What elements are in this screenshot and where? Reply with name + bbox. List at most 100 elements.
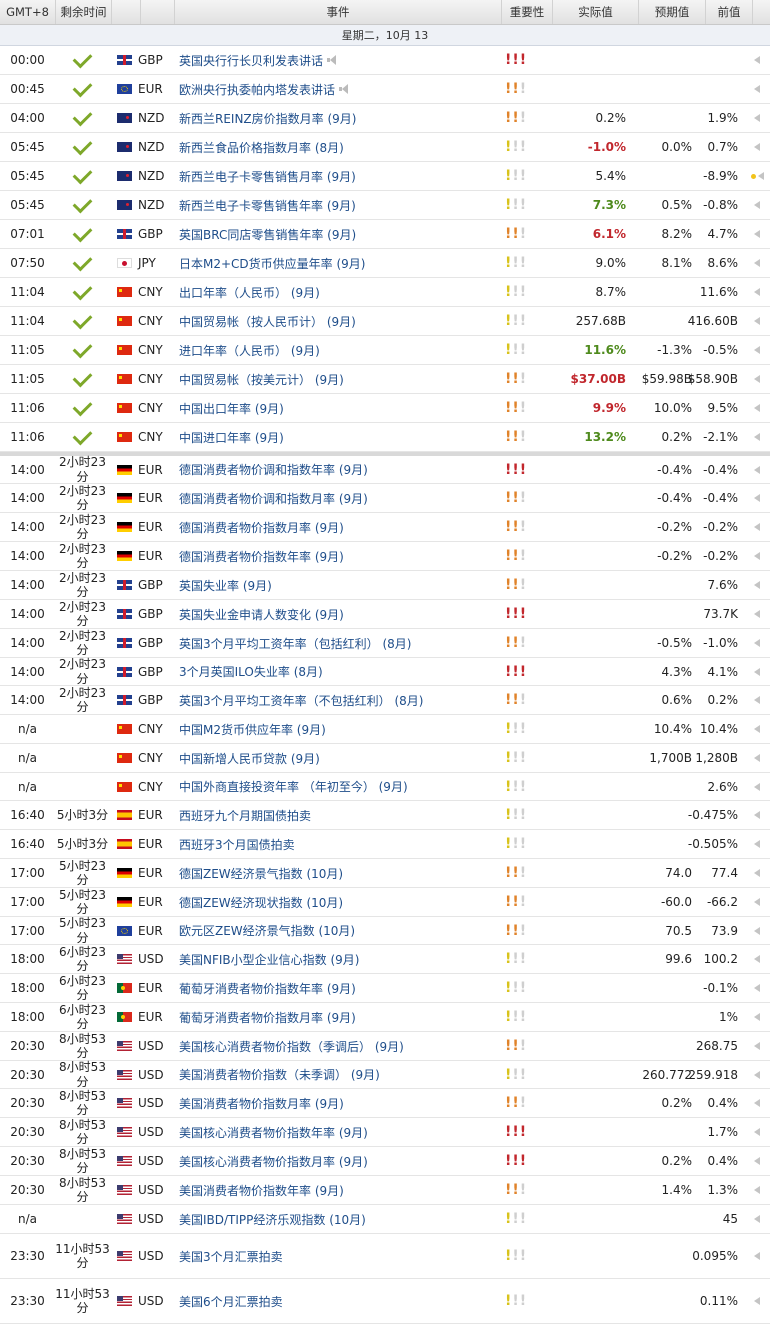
expand-arrow-icon[interactable] — [754, 317, 760, 325]
event-name[interactable]: 中国进口年率 (9月) — [171, 423, 497, 451]
table-row[interactable]: 23:30 11小时53分 USD 美国3个月汇票拍卖!!! 0.095% — [0, 1234, 770, 1279]
expand-arrow-icon[interactable] — [754, 404, 760, 412]
table-row[interactable]: 11:04 CNY 中国贸易帐（按人民币计） (9月)!!! 257.68B 416.6… — [0, 307, 770, 336]
expand-arrow-icon[interactable] — [754, 375, 760, 383]
expand-arrow-icon[interactable] — [754, 811, 760, 819]
alert-cell[interactable] — [744, 513, 770, 541]
event-name[interactable]: 德国消费者物价指数月率 (9月) — [171, 513, 497, 541]
table-row[interactable]: 11:06 CNY 中国进口年率 (9月)!!! 13.2% 0.2% -2.1% — [0, 423, 770, 452]
event-link[interactable]: 英国央行行长贝利发表讲话 — [179, 53, 324, 68]
alert-cell[interactable] — [744, 456, 770, 483]
event-link[interactable]: 德国消费者物价调和指数年率 (9月) — [179, 463, 368, 477]
event-name[interactable]: 欧洲央行执委帕内塔发表讲话 — [171, 75, 497, 103]
event-name[interactable]: 美国消费者物价指数（未季调） (9月) — [171, 1061, 497, 1088]
event-name[interactable]: 进口年率（人民币） (9月) — [171, 336, 497, 364]
event-name[interactable]: 英国央行行长贝利发表讲话 — [171, 46, 497, 74]
table-row[interactable]: n/a USD 美国IBD/TIPP经济乐观指数 (10月)!!! 45 — [0, 1205, 770, 1234]
event-name[interactable]: 新西兰REINZ房价指数月率 (9月) — [171, 104, 497, 132]
expand-arrow-icon[interactable] — [754, 926, 760, 935]
table-row[interactable]: 17:00 5小时23分 EUR 欧元区ZEW经济景气指数 (10月)!!! 70.5 7… — [0, 916, 770, 945]
event-link[interactable]: 英国BRC同店零售销售年率 (9月) — [179, 227, 357, 242]
event-name[interactable]: 新西兰电子卡零售销售月率 (9月) — [171, 162, 497, 190]
alert-cell[interactable] — [744, 744, 770, 772]
table-row[interactable]: 17:00 5小时23分 EUR 德国ZEW经济景气指数 (10月)!!! 74.0 77… — [0, 859, 770, 888]
expand-arrow-icon[interactable] — [754, 230, 760, 238]
expand-arrow-icon[interactable] — [754, 725, 760, 733]
table-row[interactable]: 14:00 2小时23分 GBP 英国失业率 (9月)!!! 7.6% — [0, 571, 770, 600]
table-row[interactable]: n/a CNY 中国新增人民币贷款 (9月)!!! 1,700B 1,280B — [0, 744, 770, 773]
event-name[interactable]: 美国IBD/TIPP经济乐观指数 (10月) — [171, 1205, 497, 1233]
event-name[interactable]: 中国出口年率 (9月) — [171, 394, 497, 422]
event-link[interactable]: 中国外商直接投资年率 （年初至今） (9月) — [179, 780, 408, 794]
event-name[interactable]: 中国贸易帐（按美元计） (9月) — [171, 365, 497, 393]
alert-cell[interactable] — [744, 104, 770, 132]
alert-cell[interactable] — [744, 46, 770, 74]
expand-arrow-icon[interactable] — [754, 869, 760, 877]
expand-arrow-icon[interactable] — [754, 1297, 760, 1305]
table-row[interactable]: 05:45 NZD 新西兰食品价格指数月率 (8月)!!! -1.0% 0.0% 0.7% — [0, 133, 770, 162]
table-row[interactable]: n/a CNY 中国M2货币供应年率 (9月)!!! 10.4% 10.4% — [0, 715, 770, 744]
event-link[interactable]: 进口年率（人民币） (9月) — [179, 343, 320, 358]
expand-arrow-icon[interactable] — [754, 1157, 760, 1165]
table-row[interactable]: 14:00 2小时23分 GBP 英国失业金申请人数变化 (9月)!!! 73.7K — [0, 600, 770, 629]
expand-arrow-icon[interactable] — [754, 782, 760, 791]
event-name[interactable]: 西班牙九个月期国债拍卖 — [171, 801, 497, 829]
alert-cell[interactable] — [744, 1234, 770, 1278]
event-link[interactable]: 德国消费者物价指数月率 (9月) — [179, 520, 344, 535]
alert-cell[interactable] — [744, 249, 770, 277]
event-link[interactable]: 美国消费者物价指数月率 (9月) — [179, 1096, 344, 1111]
event-link[interactable]: 美国消费者物价指数年率 (9月) — [179, 1183, 344, 1198]
event-link[interactable]: 德国消费者物价指数年率 (9月) — [179, 549, 344, 564]
expand-arrow-icon[interactable] — [754, 85, 760, 93]
alert-cell[interactable] — [744, 278, 770, 306]
header-timezone[interactable]: GMT+8 — [0, 0, 56, 24]
table-row[interactable]: 00:45 EUR 欧洲央行执委帕内塔发表讲话!!! — [0, 75, 770, 104]
event-name[interactable]: 新西兰食品价格指数月率 (8月) — [171, 133, 497, 161]
event-name[interactable]: 美国3个月汇票拍卖 — [171, 1234, 497, 1278]
event-link[interactable]: 美国NFIB小型企业信心指数 (9月) — [179, 952, 360, 967]
expand-arrow-icon[interactable] — [754, 143, 760, 151]
expand-arrow-icon[interactable] — [754, 259, 760, 267]
expand-arrow-icon[interactable] — [754, 696, 760, 704]
event-name[interactable]: 德国消费者物价指数年率 (9月) — [171, 542, 497, 570]
event-link[interactable]: 西班牙九个月期国债拍卖 — [179, 808, 312, 823]
expand-arrow-icon[interactable] — [754, 523, 760, 531]
alert-cell[interactable] — [744, 974, 770, 1002]
event-name[interactable]: 美国核心消费者物价指数（季调后） (9月) — [171, 1032, 497, 1060]
event-link[interactable]: 欧元区ZEW经济景气指数 (10月) — [179, 924, 356, 938]
table-row[interactable]: n/a CNY 中国外商直接投资年率 （年初至今） (9月)!!! 2.6% — [0, 773, 770, 801]
event-link[interactable]: 新西兰电子卡零售销售年率 (9月) — [179, 198, 356, 213]
alert-cell[interactable] — [744, 484, 770, 512]
event-link[interactable]: 新西兰REINZ房价指数月率 (9月) — [179, 111, 357, 126]
alert-cell[interactable] — [744, 133, 770, 161]
event-link[interactable]: 欧洲央行执委帕内塔发表讲话 — [179, 82, 336, 97]
table-row[interactable]: 20:30 8小时53分 USD 美国消费者物价指数月率 (9月)!!! 0.2% 0.4… — [0, 1089, 770, 1118]
event-name[interactable]: 美国核心消费者物价指数月率 (9月) — [171, 1147, 497, 1175]
table-row[interactable]: 05:45 NZD 新西兰电子卡零售销售月率 (9月)!!! 5.4% -8.9% — [0, 162, 770, 191]
expand-arrow-icon[interactable] — [754, 494, 760, 502]
event-name[interactable]: 英国BRC同店零售销售年率 (9月) — [171, 220, 497, 248]
alert-cell[interactable] — [744, 1003, 770, 1031]
table-row[interactable]: 20:30 8小时53分 USD 美国核心消费者物价指数年率 (9月)!!! 1.7% — [0, 1118, 770, 1147]
event-name[interactable]: 中国M2货币供应年率 (9月) — [171, 715, 497, 743]
event-link[interactable]: 美国消费者物价指数（未季调） (9月) — [179, 1068, 380, 1082]
event-name[interactable]: 英国3个月平均工资年率（包括红利） (8月) — [171, 629, 497, 657]
event-name[interactable]: 中国新增人民币贷款 (9月) — [171, 744, 497, 772]
event-link[interactable]: 英国3个月平均工资年率（包括红利） (8月) — [179, 636, 412, 651]
table-row[interactable]: 05:45 NZD 新西兰电子卡零售销售年率 (9月)!!! 7.3% 0.5% -0.8… — [0, 191, 770, 220]
table-row[interactable]: 18:00 6小时23分 EUR 葡萄牙消费者物价指数年率 (9月)!!! -0.1% — [0, 974, 770, 1003]
expand-arrow-icon[interactable] — [754, 754, 760, 762]
alert-cell[interactable] — [744, 715, 770, 743]
table-row[interactable]: 11:04 CNY 出口年率（人民币） (9月)!!! 8.7% 11.6% — [0, 278, 770, 307]
table-row[interactable]: 11:05 CNY 中国贸易帐（按美元计） (9月)!!! $37.00B $59.98… — [0, 365, 770, 394]
alert-cell[interactable] — [744, 945, 770, 973]
alert-cell[interactable] — [744, 801, 770, 829]
expand-arrow-icon[interactable] — [754, 465, 760, 474]
table-row[interactable]: 11:05 CNY 进口年率（人民币） (9月)!!! 11.6% -1.3% -0.5% — [0, 336, 770, 365]
event-link[interactable]: 新西兰食品价格指数月率 (8月) — [179, 140, 344, 155]
event-name[interactable]: 英国3个月平均工资年率（不包括红利） (8月) — [171, 686, 497, 714]
table-row[interactable]: 14:00 2小时23分 EUR 德国消费者物价调和指数月率 (9月)!!! -0.4%… — [0, 484, 770, 513]
event-link[interactable]: 新西兰电子卡零售销售月率 (9月) — [179, 169, 356, 184]
alert-cell[interactable] — [744, 1032, 770, 1060]
expand-arrow-icon[interactable] — [754, 1042, 760, 1050]
